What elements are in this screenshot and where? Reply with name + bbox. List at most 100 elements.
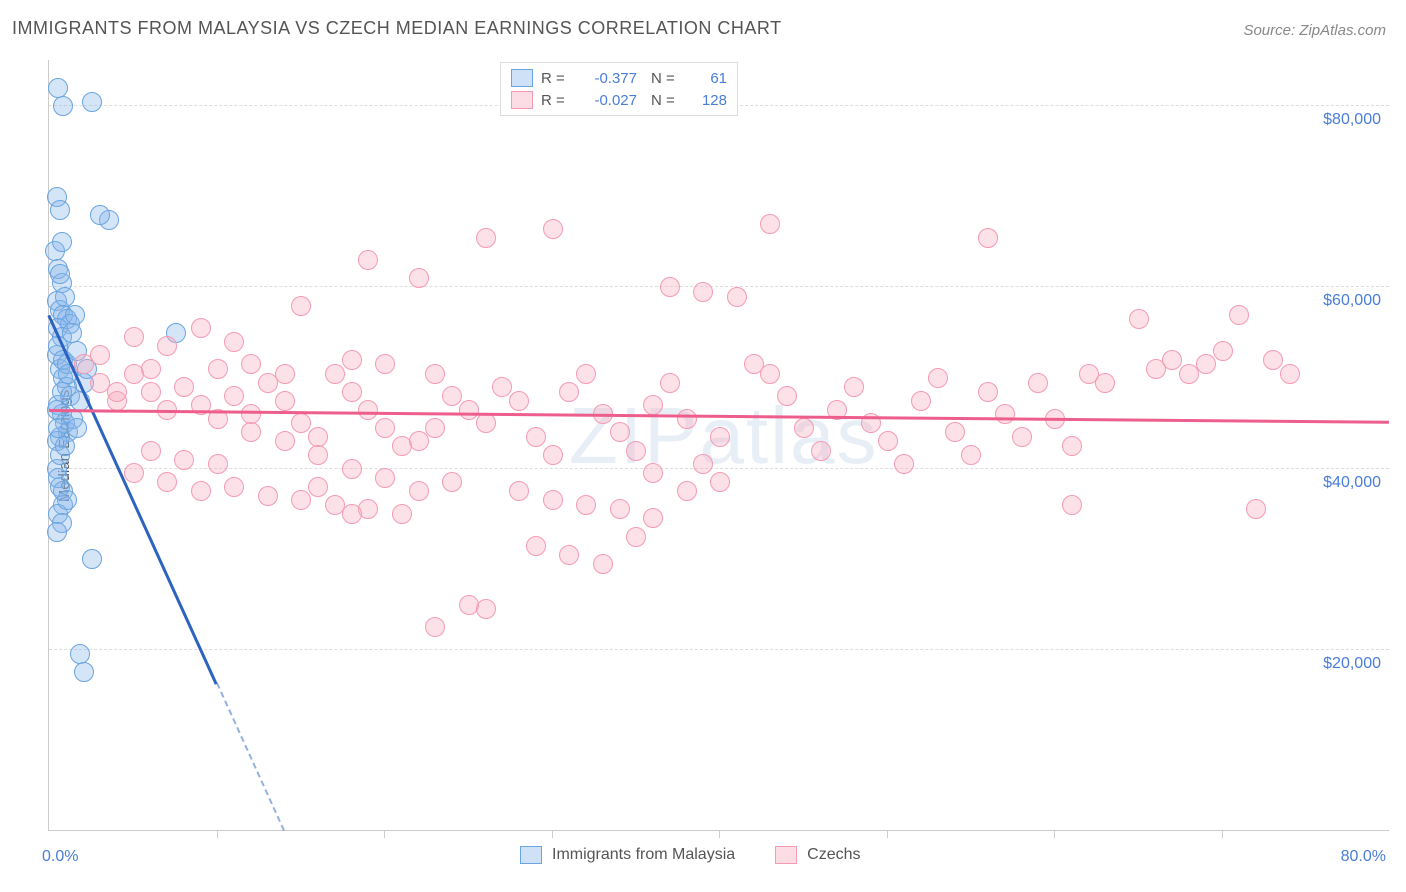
data-point xyxy=(409,431,429,451)
data-point xyxy=(777,386,797,406)
data-point xyxy=(693,454,713,474)
data-point xyxy=(643,463,663,483)
data-point xyxy=(241,422,261,442)
data-point xyxy=(191,481,211,501)
regression-line xyxy=(216,683,285,831)
data-point xyxy=(710,472,730,492)
data-point xyxy=(308,477,328,497)
data-point xyxy=(693,282,713,302)
ytick-label: $20,000 xyxy=(1323,655,1381,673)
data-point xyxy=(90,205,110,225)
plot-area: ZIPatlas $20,000$40,000$60,000$80,000 xyxy=(48,60,1389,831)
legend-row-series2: R = -0.027 N = 128 xyxy=(511,89,727,111)
data-point xyxy=(52,232,72,252)
ytick-label: $40,000 xyxy=(1323,474,1381,492)
gridline xyxy=(49,468,1389,469)
data-point xyxy=(57,490,77,510)
data-point xyxy=(543,490,563,510)
data-point xyxy=(325,364,345,384)
data-point xyxy=(342,350,362,370)
data-point xyxy=(174,377,194,397)
x-axis-max-label: 80.0% xyxy=(1341,848,1386,866)
data-point xyxy=(157,336,177,356)
data-point xyxy=(241,404,261,424)
data-point xyxy=(610,422,630,442)
data-point xyxy=(760,214,780,234)
data-point xyxy=(409,481,429,501)
data-point xyxy=(1028,373,1048,393)
data-point xyxy=(1162,350,1182,370)
data-point xyxy=(1196,354,1216,374)
data-point xyxy=(710,427,730,447)
data-point xyxy=(1213,341,1233,361)
ytick-label: $60,000 xyxy=(1323,292,1381,310)
chart-container: IMMIGRANTS FROM MALAYSIA VS CZECH MEDIAN… xyxy=(0,0,1406,892)
data-point xyxy=(1062,495,1082,515)
data-point xyxy=(124,327,144,347)
data-point xyxy=(62,323,82,343)
data-point xyxy=(509,481,529,501)
data-point xyxy=(1095,373,1115,393)
data-point xyxy=(65,305,85,325)
data-point xyxy=(1246,499,1266,519)
data-point xyxy=(90,345,110,365)
data-point xyxy=(67,418,87,438)
data-point xyxy=(1263,350,1283,370)
data-point xyxy=(375,354,395,374)
r-label: R = xyxy=(541,70,569,87)
data-point xyxy=(342,459,362,479)
n-value-series1: 61 xyxy=(687,70,727,87)
data-point xyxy=(425,364,445,384)
gridline xyxy=(49,286,1389,287)
data-point xyxy=(409,268,429,288)
data-point xyxy=(425,617,445,637)
data-point xyxy=(878,431,898,451)
data-point xyxy=(459,400,479,420)
data-point xyxy=(375,468,395,488)
data-point xyxy=(258,486,278,506)
swatch-pink-icon xyxy=(775,846,797,864)
data-point xyxy=(224,386,244,406)
swatch-blue-icon xyxy=(511,69,533,87)
data-point xyxy=(275,431,295,451)
data-point xyxy=(928,368,948,388)
data-point xyxy=(593,554,613,574)
legend-label-series2: Czechs xyxy=(807,846,860,864)
data-point xyxy=(375,418,395,438)
data-point xyxy=(124,463,144,483)
data-point xyxy=(576,495,596,515)
data-point xyxy=(308,445,328,465)
data-point xyxy=(811,441,831,461)
ytick-label: $80,000 xyxy=(1323,111,1381,129)
data-point xyxy=(74,662,94,682)
gridline xyxy=(49,649,1389,650)
data-point xyxy=(224,332,244,352)
data-point xyxy=(241,354,261,374)
data-point xyxy=(978,228,998,248)
data-point xyxy=(476,599,496,619)
data-point xyxy=(643,395,663,415)
data-point xyxy=(82,92,102,112)
data-point xyxy=(141,441,161,461)
r-label: R = xyxy=(541,92,569,109)
chart-title: IMMIGRANTS FROM MALAYSIA VS CZECH MEDIAN… xyxy=(12,18,782,39)
data-point xyxy=(50,264,70,284)
xtick xyxy=(1054,830,1055,838)
data-point xyxy=(224,477,244,497)
legend-row-series1: R = -0.377 N = 61 xyxy=(511,67,727,89)
data-point xyxy=(1229,305,1249,325)
data-point xyxy=(358,250,378,270)
data-point xyxy=(526,536,546,556)
data-point xyxy=(191,318,211,338)
data-point xyxy=(1062,436,1082,456)
data-point xyxy=(626,527,646,547)
data-point xyxy=(442,386,462,406)
data-point xyxy=(52,382,72,402)
data-point xyxy=(492,377,512,397)
data-point xyxy=(157,472,177,492)
data-point xyxy=(660,277,680,297)
x-axis-min-label: 0.0% xyxy=(42,848,78,866)
data-point xyxy=(677,481,697,501)
legend-label-series1: Immigrants from Malaysia xyxy=(552,846,735,864)
data-point xyxy=(48,78,68,98)
